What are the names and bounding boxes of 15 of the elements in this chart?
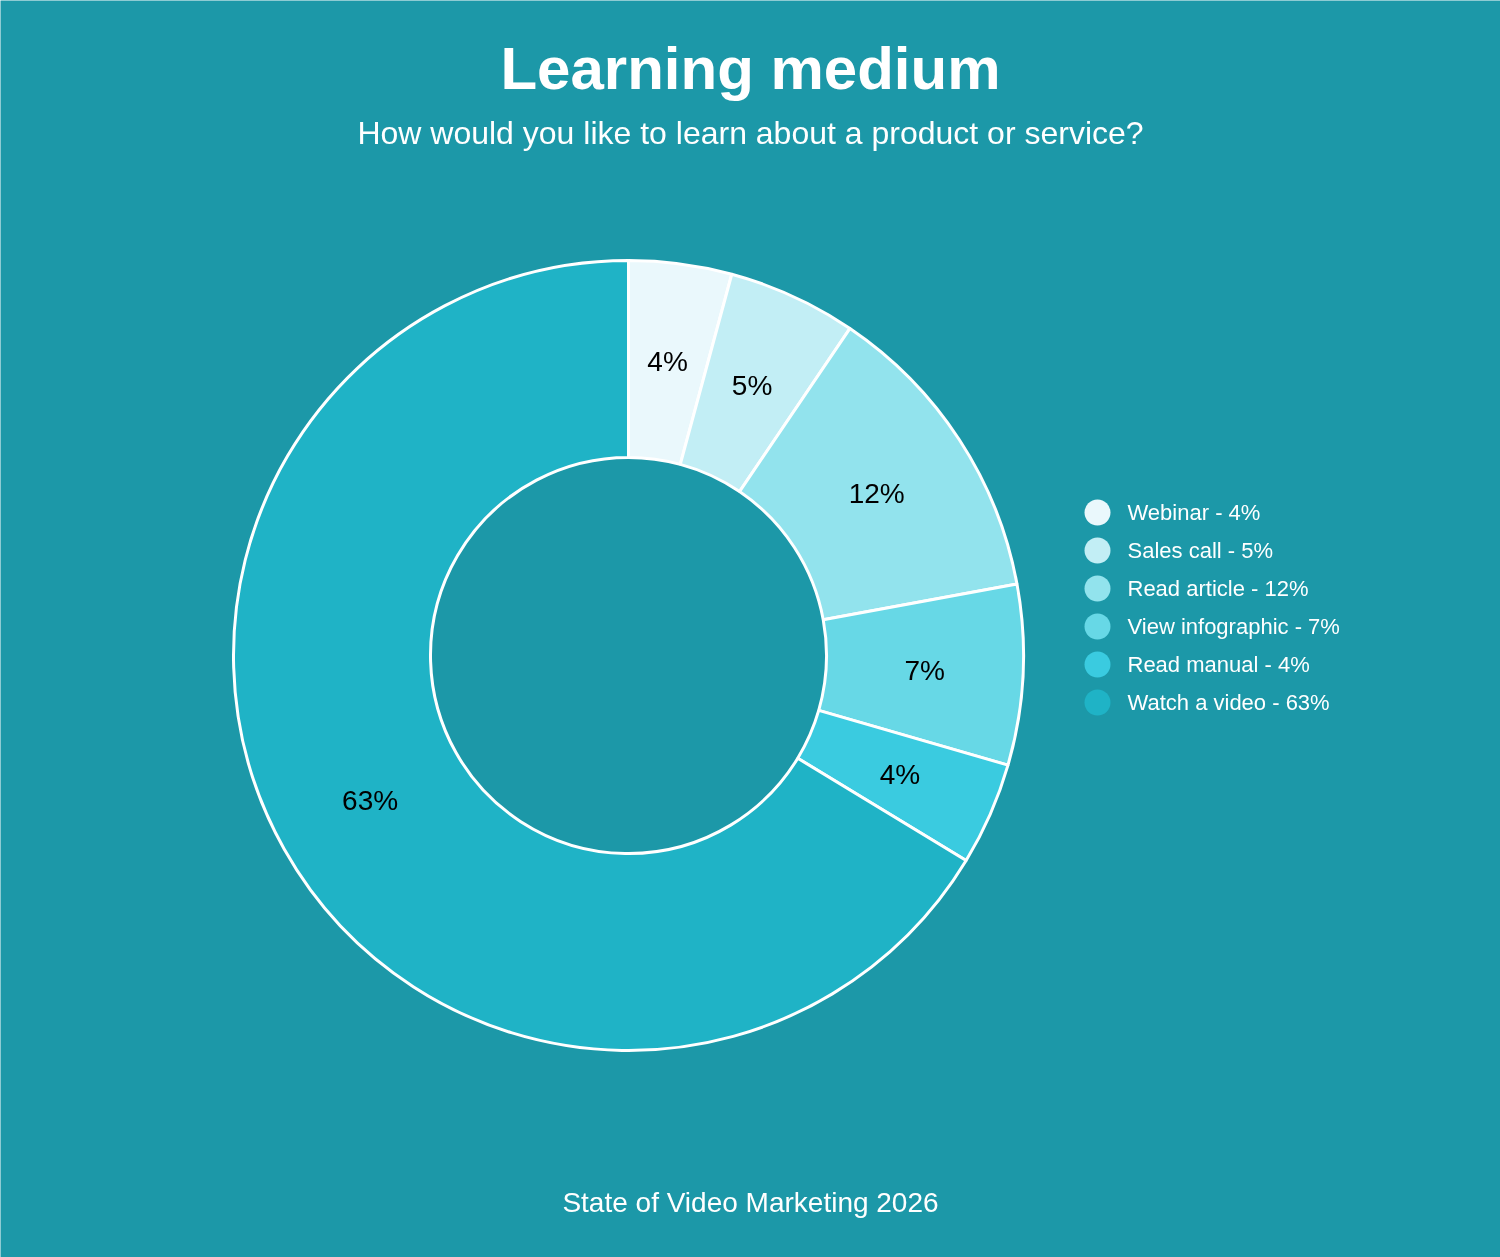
data-label: 4%: [879, 759, 921, 791]
data-label: 5%: [731, 370, 773, 402]
data-label: 4%: [647, 346, 688, 378]
legend-label: View infographic - 7%: [1127, 614, 1340, 639]
data-label: 7%: [904, 654, 945, 686]
data-label: 12%: [848, 477, 905, 509]
data-label: 63%: [342, 785, 399, 817]
legend-label: Read manual - 4%: [1127, 652, 1310, 677]
legend-label: Read article - 12%: [1127, 576, 1309, 601]
legend-label: Webinar - 4%: [1127, 500, 1261, 525]
legend-label: Sales call - 5%: [1127, 538, 1274, 563]
legend-label: Watch a video - 63%: [1127, 690, 1330, 715]
text: State of Video Marketing 2026: [562, 1187, 939, 1218]
chart-title: Learning medium: [500, 35, 1001, 102]
chart-subtitle: How would you like to learn about a product or service?: [357, 114, 1144, 151]
